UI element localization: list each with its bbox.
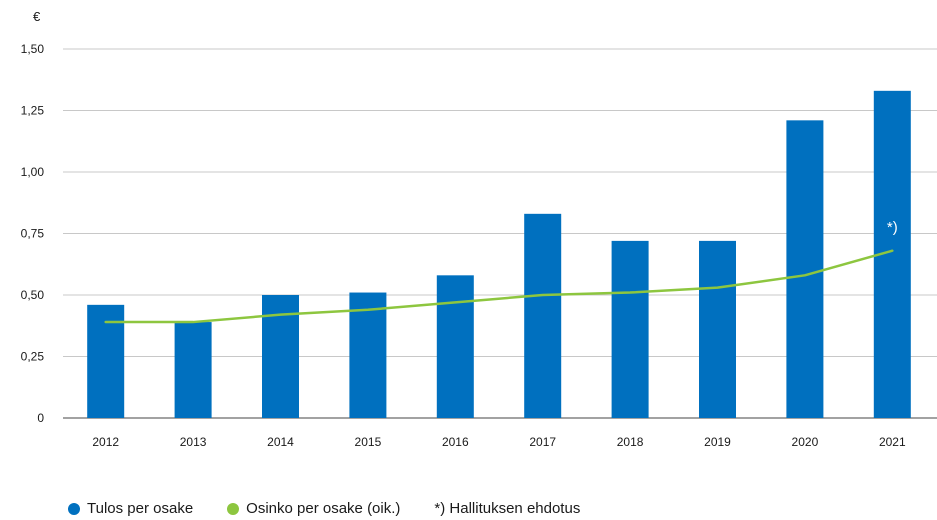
x-tick-label: 2017 [529, 435, 556, 449]
legend-item-note: *) Hallituksen ehdotus [434, 500, 580, 517]
bar-2016 [436, 275, 474, 418]
y-tick-label: 0,75 [21, 227, 45, 241]
x-tick-label: 2014 [267, 435, 294, 449]
legend-item-dividend: Osinko per osake (oik.) [227, 500, 400, 517]
annotations: *) [887, 219, 898, 236]
bar-2013 [174, 322, 212, 418]
chart-svg: € 0 0,25 0,50 0,75 1,00 1,25 1,50 2012 2013 2014… [21, 9, 937, 449]
legend-label-eps: Tulos per osake [87, 500, 194, 517]
bar-series [87, 90, 911, 418]
x-axis-ticks: 2012 2013 2014 2015 2016 2017 2018 2019 2020 2021 [92, 435, 906, 449]
y-tick-label: 0 [37, 411, 44, 425]
x-tick-label: 2016 [442, 435, 469, 449]
bar-2018 [611, 240, 649, 418]
legend-marker-eps [68, 502, 80, 515]
y-tick-label: 1,25 [21, 104, 45, 118]
bar-2019 [699, 240, 736, 418]
x-tick-label: 2019 [704, 435, 731, 449]
y-tick-label: 1,00 [21, 165, 45, 179]
line-series [104, 249, 894, 324]
y-axis-unit-label: € [33, 9, 41, 24]
x-tick-label: 2020 [792, 435, 819, 449]
bar-2012 [87, 304, 125, 418]
y-tick-label: 0,25 [21, 350, 45, 364]
y-tick-label: 0,50 [21, 288, 45, 302]
legend: Tulos per osake Osinko per osake (oik.) … [68, 500, 614, 517]
legend-note-label: *) Hallituksen ehdotus [434, 500, 581, 517]
x-tick-label: 2015 [355, 435, 382, 449]
x-tick-label: 2013 [180, 435, 207, 449]
legend-marker-dividend [227, 502, 240, 515]
dividend-line [104, 249, 894, 324]
bar-2017 [524, 213, 562, 418]
annotation-label: *) [887, 219, 898, 236]
y-tick-label: 1,50 [21, 42, 45, 56]
y-axis-ticks: 0 0,25 0,50 0,75 1,00 1,25 1,50 [21, 42, 45, 425]
x-tick-label: 2012 [92, 435, 119, 449]
bar-2015 [349, 292, 387, 418]
legend-item-eps: Tulos per osake [68, 500, 193, 517]
x-tick-label: 2021 [879, 435, 906, 449]
x-tick-label: 2018 [617, 435, 644, 449]
legend-label-dividend: Osinko per osake (oik.) [246, 500, 401, 517]
bar-2020 [786, 120, 824, 418]
